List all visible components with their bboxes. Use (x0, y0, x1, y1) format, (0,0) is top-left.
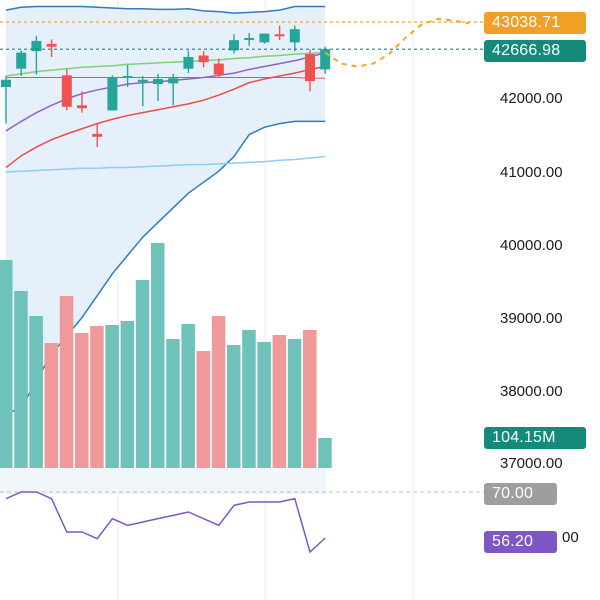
volume-bar (135, 280, 150, 468)
candle-body (320, 49, 331, 70)
candlesticks[interactable] (1, 25, 331, 148)
candle-body (122, 76, 133, 79)
volume-bar (318, 438, 332, 468)
bollinger-upper-line (5, 5, 326, 14)
ma-green-line (5, 51, 326, 77)
volume-bar (120, 321, 135, 468)
volume-bars (0, 243, 332, 468)
candle-body (168, 78, 179, 84)
rsi-value-badge: 56.20 (484, 531, 557, 553)
forecast-price-badge: 43038.71 (484, 12, 586, 34)
ma-long-line (5, 155, 326, 173)
volume-bar (242, 330, 256, 468)
last-price-badge: 42666.98 (484, 40, 586, 62)
forecast-curve (324, 17, 470, 68)
price-tick-label: 41000.00 (500, 164, 563, 181)
candle-body (289, 29, 300, 43)
price-tick-label: 42000.00 (500, 90, 563, 107)
candle-body (198, 55, 209, 63)
volume-bar (90, 326, 104, 468)
price-tick-label: 37000.00 (500, 455, 563, 472)
candle-body (77, 105, 87, 109)
rsi-panel (0, 491, 484, 554)
volume-badge: 104.15M (484, 427, 586, 449)
candle-body (92, 133, 103, 137)
candle-body (305, 54, 315, 82)
volume-bar (0, 260, 13, 468)
forecast-projection (0, 17, 484, 68)
volume-bar (44, 343, 59, 468)
volume-bar (196, 351, 211, 468)
candle-body (107, 77, 118, 111)
volume-bar (75, 333, 89, 468)
volume-bar (287, 339, 302, 468)
price-axis[interactable]: 42000.00 41000.00 40000.00 39000.00 38000.00… (500, 90, 579, 546)
candle-body (259, 33, 270, 43)
reference-line (6, 77, 326, 79)
price-tick-label: 40000.00 (500, 237, 563, 254)
candle-body (137, 79, 148, 82)
candle-body (183, 57, 194, 69)
moving-averages (5, 51, 326, 173)
price-tick-label: 39000.00 (500, 310, 563, 327)
volume-bar (166, 339, 180, 468)
volume-bar (303, 330, 317, 468)
volume-bar (211, 316, 226, 468)
candle-body (46, 43, 57, 47)
candle-body (61, 75, 72, 107)
candle-body (229, 40, 239, 51)
volume-bar (105, 325, 119, 468)
volume-bar (181, 324, 195, 468)
candle-body (274, 34, 285, 37)
candle-body (153, 78, 163, 85)
volume-bar (151, 243, 165, 468)
volume-bar (227, 345, 241, 468)
ma-slow-line (5, 51, 326, 132)
volume-bar (14, 291, 28, 468)
rsi-line (5, 491, 326, 554)
volume-bar (59, 296, 74, 468)
panel-fill-lower (0, 468, 327, 494)
candle-body (16, 52, 27, 69)
volume-bar (257, 342, 271, 468)
candle-body (213, 63, 224, 75)
candle-body (31, 40, 42, 52)
volume-bar (29, 316, 43, 468)
rsi-tick-label: 00 (562, 529, 579, 546)
bollinger-lower-line (5, 120, 326, 414)
rsi-level-badge: 70.00 (484, 483, 557, 505)
candle-body (1, 79, 11, 88)
volume-bar (272, 335, 287, 468)
price-tick-label: 38000.00 (500, 383, 563, 400)
candle-body (244, 37, 255, 40)
